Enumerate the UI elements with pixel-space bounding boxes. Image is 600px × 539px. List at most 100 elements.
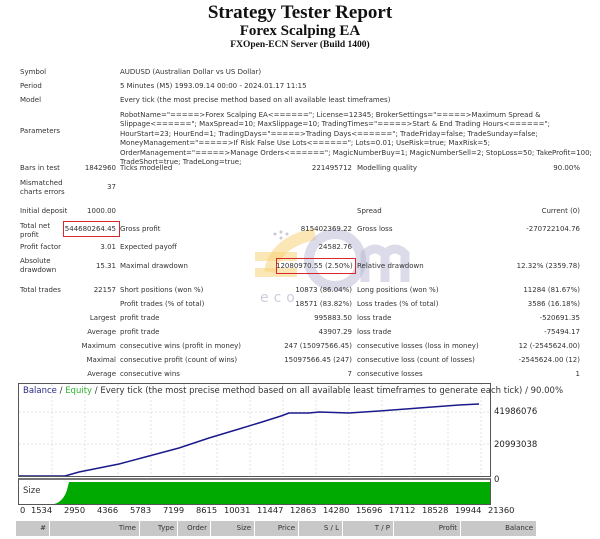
x-tick: 17112 [389, 505, 416, 515]
mismatch-label-2: charts errors [20, 188, 65, 196]
symbol-label: Symbol [20, 68, 47, 76]
maximal-label: Maximal [86, 356, 116, 364]
symbol-value: AUDUSD (Australian Dollar vs US Dollar) [120, 68, 262, 76]
mismatch-label-1: Mismatched [20, 179, 63, 187]
chart-grid [19, 384, 490, 476]
period-label: Period [20, 82, 42, 90]
x-tick: 0 [20, 505, 26, 515]
avg-consecutive-wins-value: 7 [347, 370, 352, 378]
x-axis: 0 1534 2950 4366 5783 7199 8615 10031 11… [18, 505, 514, 517]
profit-trades-label: Profit trades (% of total) [120, 300, 205, 308]
max-drawdown-label: Maximal drawdown [120, 262, 188, 270]
abs-drawdown-value: 15.31 [95, 262, 116, 270]
model-value: Every tick (the most precise method base… [120, 96, 391, 104]
total-trades-label: Total trades [20, 286, 61, 294]
short-positions-label: Short positions (won %) [120, 286, 204, 294]
col-type[interactable]: Type [140, 521, 177, 536]
x-tick: 8615 [196, 505, 218, 515]
loss-trades-value: 3586 (16.18%) [527, 300, 580, 308]
col-price[interactable]: Price [255, 521, 298, 536]
long-positions-value: 11284 (81.67%) [523, 286, 580, 294]
col-order[interactable]: Order [178, 521, 210, 536]
col-tp[interactable]: T / P [343, 521, 393, 536]
largest-label: Largest [89, 314, 116, 322]
largest-loss-value: -520691.35 [539, 314, 580, 322]
x-tick: 4366 [97, 505, 119, 515]
col-size[interactable]: Size [211, 521, 254, 536]
bars-label: Bars in test [20, 164, 60, 172]
spread-label: Spread [357, 207, 382, 215]
size-panel: Size [18, 478, 491, 505]
deals-table-header: # Time Type Order Size Price S / L T / P… [16, 521, 584, 536]
abs-drawdown-label-1: Absolute [20, 257, 51, 265]
mismatch-value: 37 [107, 183, 116, 191]
x-tick: 15696 [356, 505, 383, 515]
loss-trades-label: Loss trades (% of total) [357, 300, 439, 308]
average-loss-label: loss trade [357, 328, 392, 336]
long-positions-label: Long positions (won %) [357, 286, 439, 294]
avg-consecutive-losses-value: 1 [575, 370, 580, 378]
max-consecutive-losses-value: 12 (-2545624.00) [518, 342, 580, 350]
col-number[interactable]: # [16, 521, 49, 536]
col-balance[interactable]: Balance [461, 521, 536, 536]
x-tick: 7199 [163, 505, 185, 515]
profit-factor-value: 3.01 [100, 243, 116, 251]
spread-value: Current (0) [541, 207, 580, 215]
legend-equity: Equity [65, 386, 93, 396]
largest-profit-label: profit trade [120, 314, 160, 322]
maximal-consecutive-profit-label: consecutive profit (count of wins) [120, 356, 238, 364]
x-tick: 1534 [31, 505, 53, 515]
x-tick: 12863 [290, 505, 317, 515]
period-value: 5 Minutes (M5) 1993.09.14 00:00 - 2024.0… [120, 82, 307, 90]
expected-payoff-value: 24582.76 [318, 243, 352, 251]
largest-loss-label: loss trade [357, 314, 392, 322]
average-loss-value: -75494.17 [544, 328, 580, 336]
deposit-value: 1000.00 [87, 207, 116, 215]
net-profit-highlight [63, 221, 120, 237]
size-area [54, 482, 490, 504]
balance-line [19, 403, 480, 476]
x-tick: 14280 [323, 505, 350, 515]
expected-payoff-label: Expected payoff [120, 243, 177, 251]
net-profit-value: 544680264.45 [64, 225, 116, 233]
max-consecutive-losses-label: consecutive losses (loss in money) [357, 342, 479, 350]
deposit-label: Initial deposit [20, 207, 68, 215]
profit-factor-label: Profit factor [20, 243, 61, 251]
model-label: Model [20, 96, 42, 104]
gross-loss-label: Gross loss [357, 225, 393, 233]
net-profit-label-1: Total net [20, 222, 51, 230]
size-label: Size [23, 486, 41, 496]
gross-loss-value: -270722104.76 [526, 225, 580, 233]
legend-balance: Balance [23, 386, 57, 396]
quality-value: 90.00% [553, 164, 580, 172]
x-tick: 5783 [130, 505, 152, 515]
max-drawdown-value: 12080970.55 (2.50%) [276, 262, 353, 270]
col-profit[interactable]: Profit [394, 521, 460, 536]
parameters-label: Parameters [20, 127, 61, 135]
x-tick: 18528 [422, 505, 449, 515]
average-label: Average [87, 328, 116, 336]
avg-consecutive-wins-label: consecutive wins [120, 370, 180, 378]
total-trades-value: 22157 [93, 286, 116, 294]
x-tick: 19944 [455, 505, 482, 515]
ticks-value: 221495712 [311, 164, 352, 172]
avg-consecutive-losses-label: consecutive losses [357, 370, 423, 378]
x-tick: 10031 [224, 505, 251, 515]
abs-drawdown-label-2: drawdown [20, 266, 57, 274]
maximal-consecutive-loss-value: -2545624.00 (12) [518, 356, 580, 364]
max-drawdown-highlight [276, 258, 356, 274]
profit-trades-value: 18571 (83.82%) [295, 300, 352, 308]
maximal-consecutive-profit-value: 15097566.45 (247) [284, 356, 352, 364]
y-tick-top: 41986076 [494, 407, 538, 417]
col-sl[interactable]: S / L [299, 521, 342, 536]
max-consecutive-wins-value: 247 (15097566.45) [284, 342, 352, 350]
x-tick: 2950 [64, 505, 86, 515]
y-tick-mid: 20993038 [494, 440, 538, 450]
y-tick-zero: 0 [494, 475, 500, 485]
gross-profit-value: 815402369.22 [300, 225, 352, 233]
rel-drawdown-value: 12.32% (2359.78) [516, 262, 580, 270]
report-title: Strategy Tester Report [207, 2, 393, 23]
short-positions-value: 10873 (86.04%) [295, 286, 352, 294]
col-time[interactable]: Time [50, 521, 139, 536]
maximum-label: Maximum [81, 342, 117, 350]
